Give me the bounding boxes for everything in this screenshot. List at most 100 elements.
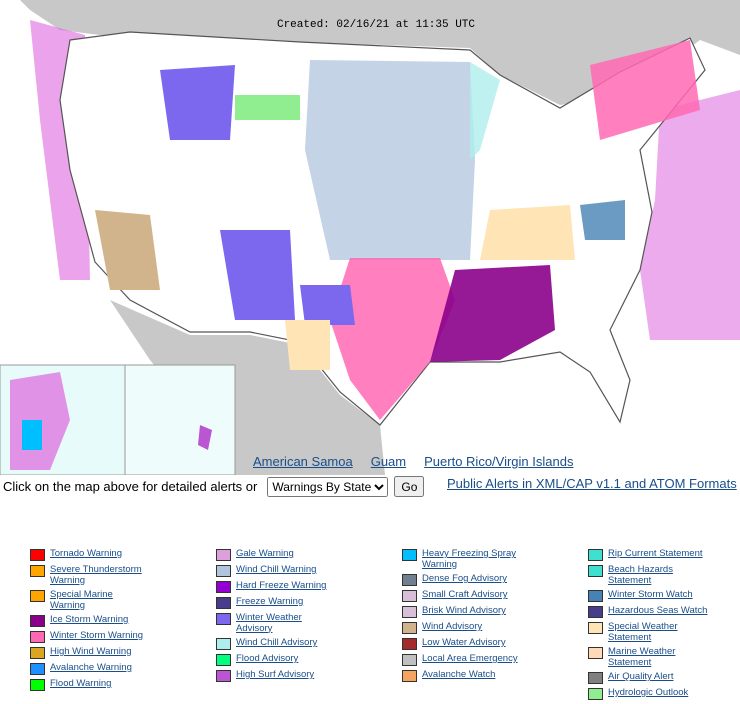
legend-label[interactable]: Gale Warning: [236, 548, 294, 559]
legend-label[interactable]: Brisk Wind Advisory: [422, 605, 506, 616]
legend-swatch: [216, 581, 231, 593]
hawaii-inset[interactable]: [124, 364, 236, 475]
legend-item: Wind Chill Warning: [216, 564, 402, 577]
legend-swatch: [588, 606, 603, 618]
legend-column: Rip Current Statement Beach Hazards State…: [588, 548, 740, 704]
winter-storm-northeast[interactable]: [590, 40, 700, 140]
territory-link[interactable]: American Samoa: [253, 454, 353, 469]
go-button[interactable]: Go: [394, 476, 425, 497]
legend-item: Gale Warning: [216, 548, 402, 561]
legend-swatch: [402, 638, 417, 650]
legend-label[interactable]: Low Water Advisory: [422, 637, 506, 648]
alert-map[interactable]: Created: 02/16/21 at 11:35 UTC: [0, 0, 740, 475]
winter-storm-watch[interactable]: [580, 200, 625, 240]
legend: Tornado Warning Severe Thunderstorm Warni…: [30, 548, 740, 704]
legend-item: Small Craft Advisory: [402, 589, 588, 602]
legend-label[interactable]: Ice Storm Warning: [50, 614, 129, 625]
legend-swatch: [402, 549, 417, 561]
legend-swatch: [30, 631, 45, 643]
created-stamp: Created: 02/16/21 at 11:35 UTC: [277, 19, 475, 31]
legend-label[interactable]: Small Craft Advisory: [422, 589, 508, 600]
legend-swatch: [216, 597, 231, 609]
legend-swatch: [588, 565, 603, 577]
hawaii-surf: [198, 425, 212, 450]
legend-swatch: [402, 574, 417, 586]
legend-label[interactable]: Marine Weather Statement: [608, 646, 676, 668]
legend-label[interactable]: Heavy Freezing Spray Warning: [422, 548, 516, 570]
legend-swatch: [30, 615, 45, 627]
mexico: [110, 300, 385, 475]
legend-swatch: [588, 622, 603, 634]
legend-item: Tornado Warning: [30, 548, 216, 561]
legend-swatch: [216, 613, 231, 625]
legend-item: Avalanche Watch: [402, 669, 588, 682]
alaska-spray: [22, 420, 42, 450]
legend-swatch: [216, 638, 231, 650]
prompt: Click on the map above for detailed aler…: [3, 479, 258, 494]
legend-label[interactable]: Wind Advisory: [422, 621, 483, 632]
legend-swatch: [402, 622, 417, 634]
legend-swatch: [216, 654, 231, 666]
legend-label[interactable]: Rip Current Statement: [608, 548, 703, 559]
legend-item: Air Quality Alert: [588, 671, 740, 684]
hydrologic-outlook[interactable]: [235, 95, 300, 120]
legend-label[interactable]: Flood Advisory: [236, 653, 299, 664]
special-weather-area[interactable]: [480, 205, 575, 260]
legend-swatch: [402, 606, 417, 618]
legend-item: Local Area Emergency: [402, 653, 588, 666]
territory-link[interactable]: Guam: [370, 454, 407, 469]
winter-weather-rockies[interactable]: [160, 65, 235, 140]
legend-label[interactable]: Hydrologic Outlook: [608, 687, 689, 698]
legend-item: Rip Current Statement: [588, 548, 740, 561]
legend-item: Ice Storm Warning: [30, 614, 216, 627]
legend-label[interactable]: Flood Warning: [50, 678, 112, 689]
legend-item: Beach Hazards Statement: [588, 564, 740, 586]
winter-weather-sw[interactable]: [220, 230, 295, 320]
legend-label[interactable]: Dense Fog Advisory: [422, 573, 508, 584]
legend-item: Winter Weather Advisory: [216, 612, 402, 634]
legend-item: Freeze Warning: [216, 596, 402, 609]
legend-swatch: [30, 590, 45, 602]
legend-label[interactable]: Hazardous Seas Watch: [608, 605, 708, 616]
wind-chill-warning-area[interactable]: [305, 60, 475, 260]
winter-weather-ok[interactable]: [300, 285, 355, 325]
wind-chill-advisory-area[interactable]: [470, 62, 500, 160]
legend-label[interactable]: Wind Chill Advisory: [236, 637, 318, 648]
feed-link[interactable]: Public Alerts in XML/CAP v1.1 and ATOM F…: [447, 476, 737, 491]
legend-label[interactable]: High Wind Warning: [50, 646, 132, 657]
legend-swatch: [402, 670, 417, 682]
legend-label[interactable]: Wind Chill Warning: [236, 564, 317, 575]
legend-item: High Wind Warning: [30, 646, 216, 659]
legend-label[interactable]: Avalanche Warning: [50, 662, 132, 673]
legend-label[interactable]: Special Weather Statement: [608, 621, 678, 643]
legend-label[interactable]: Avalanche Watch: [422, 669, 496, 680]
legend-label[interactable]: Winter Storm Warning: [50, 630, 144, 641]
special-weather-tx[interactable]: [285, 320, 330, 370]
legend-item: Hard Freeze Warning: [216, 580, 402, 593]
legend-label[interactable]: Freeze Warning: [236, 596, 304, 607]
legend-item: Winter Storm Warning: [30, 630, 216, 643]
alert-select[interactable]: Warnings By State: [267, 476, 389, 497]
legend-label[interactable]: Beach Hazards Statement: [608, 564, 673, 586]
legend-item: Special Marine Warning: [30, 589, 216, 611]
legend-label[interactable]: Winter Storm Watch: [608, 589, 693, 600]
territory-link[interactable]: Puerto Rico/Virgin Islands: [424, 454, 574, 469]
legend-label[interactable]: Severe Thunderstorm Warning: [50, 564, 142, 586]
legend-swatch: [402, 590, 417, 602]
legend-label[interactable]: Hard Freeze Warning: [236, 580, 327, 591]
legend-label[interactable]: Special Marine Warning: [50, 589, 113, 611]
legend-label[interactable]: Winter Weather Advisory: [236, 612, 302, 634]
canada: [20, 0, 740, 105]
winter-storm-texas[interactable]: [330, 258, 455, 420]
legend-label[interactable]: Air Quality Alert: [608, 671, 674, 682]
legend-label[interactable]: High Surf Advisory: [236, 669, 315, 680]
legend-item: Heavy Freezing Spray Warning: [402, 548, 588, 570]
legend-swatch: [588, 590, 603, 602]
legend-label[interactable]: Local Area Emergency: [422, 653, 518, 664]
legend-label[interactable]: Tornado Warning: [50, 548, 122, 559]
ice-storm-south[interactable]: [430, 265, 555, 362]
legend-item: Low Water Advisory: [402, 637, 588, 650]
wind-advisory-ca[interactable]: [95, 210, 160, 290]
legend-swatch: [30, 565, 45, 577]
